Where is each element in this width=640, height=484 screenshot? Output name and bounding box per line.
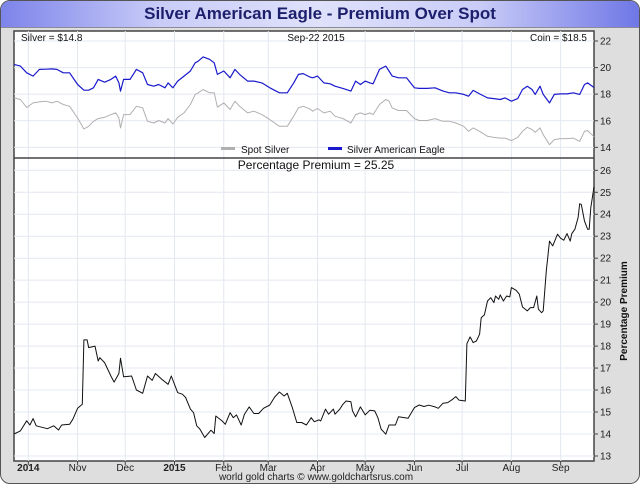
y-tick-label: 26 xyxy=(600,166,612,177)
silver-price-readout: Silver = $14.8 xyxy=(21,33,83,44)
coin-price-readout: Coin = $18.5 xyxy=(530,33,587,44)
y-tick-label: 22 xyxy=(600,254,612,265)
y-tick-label: 16 xyxy=(600,386,612,397)
y-tick-label: 23 xyxy=(600,232,612,243)
y-tick-label: 24 xyxy=(600,210,612,221)
y-tick-label: 19 xyxy=(600,320,612,331)
x-tick-label: 2015 xyxy=(163,463,186,474)
y-tick-label: 14 xyxy=(600,429,612,440)
y-tick-label: 14 xyxy=(600,143,612,154)
y-axis-title: Percentage Premium xyxy=(619,261,630,361)
y-tick-label: 22 xyxy=(600,36,612,47)
chart-title: Silver American Eagle - Premium Over Spo… xyxy=(144,4,496,23)
y-tick-label: 13 xyxy=(600,451,612,462)
y-tick-label: 25 xyxy=(600,188,612,199)
y-tick-label: 17 xyxy=(600,364,612,375)
x-tick-label: Jun xyxy=(406,463,422,474)
premium-line xyxy=(13,186,595,438)
y-tick-label: 15 xyxy=(600,408,612,419)
silver-eagle-line xyxy=(13,56,595,104)
x-tick-label: Jul xyxy=(456,463,469,474)
x-tick-label: Apr xyxy=(310,463,326,474)
footer-credit: world gold charts © www.goldchartsrus.co… xyxy=(218,472,413,483)
x-tick-label: Feb xyxy=(215,463,233,474)
spot-silver-line xyxy=(13,89,595,146)
y-tick-label: 20 xyxy=(600,63,612,74)
x-tick-label: Aug xyxy=(502,463,520,474)
y-tick-label: 16 xyxy=(600,116,612,127)
legend-swatch-eagle xyxy=(328,147,342,150)
x-tick-label: Nov xyxy=(69,463,87,474)
plot-area xyxy=(13,30,595,462)
date-readout: Sep-22 2015 xyxy=(287,33,345,44)
x-tick-label: 2014 xyxy=(17,463,40,474)
y-tick-label: 18 xyxy=(600,90,612,101)
x-tick-label: May xyxy=(356,463,375,474)
y-tick-label: 21 xyxy=(600,276,612,287)
x-tick-label: Mar xyxy=(260,463,278,474)
y-tick-label: 18 xyxy=(600,342,612,353)
title-bar: Silver American Eagle - Premium Over Spo… xyxy=(1,1,639,28)
premium-readout: Percentage Premium = 25.25 xyxy=(238,158,395,172)
x-tick-label: Dec xyxy=(116,463,134,474)
legend-swatch-spot-silver xyxy=(221,147,235,150)
y-tick-label: 20 xyxy=(600,298,612,309)
legend-label-eagle: Silver American Eagle xyxy=(347,145,445,156)
x-tick-label: Sep xyxy=(552,463,570,474)
legend-label-spot-silver: Spot Silver xyxy=(241,145,290,156)
